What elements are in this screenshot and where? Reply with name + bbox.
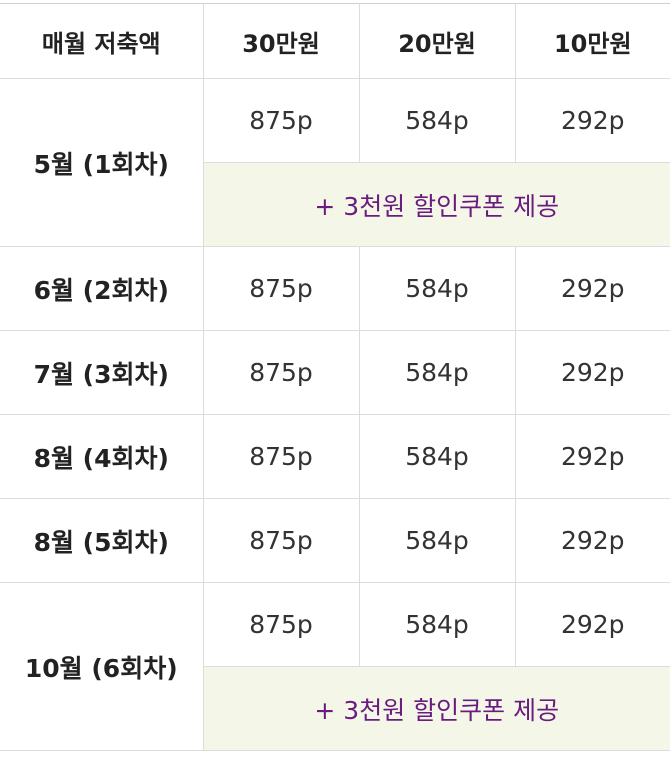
coupon-banner: + 3천원 할인쿠폰 제공 [203, 666, 670, 751]
point-100k: 292p [514, 330, 670, 415]
month-cell: 5월 (1회차) [0, 78, 204, 247]
coupon-row: + 3천원 할인쿠폰 제공 [0, 666, 670, 751]
month-cell: 8월 (5회차) [0, 498, 204, 583]
point-100k: 292p [514, 498, 670, 583]
point-200k: 584p [358, 498, 516, 583]
savings-points-table: 매월 저축액 30만원 20만원 10만원 5월 (1회차) 875p 584p… [0, 3, 670, 751]
point-100k: 292p [514, 246, 670, 331]
point-300k: 875p [202, 78, 360, 163]
month-cell: 8월 (4회차) [0, 414, 204, 499]
table-row: 8월 (5회차) 875p 584p 292p [0, 498, 670, 583]
header-100k: 10만원 [514, 3, 670, 79]
point-300k: 875p [202, 330, 360, 415]
month-cell: 10월 (6회차) [0, 582, 204, 751]
month-cell: 7월 (3회차) [0, 330, 204, 415]
point-100k: 292p [514, 78, 670, 163]
header-monthly-savings: 매월 저축액 [0, 3, 204, 79]
point-100k: 292p [514, 582, 670, 667]
table-row: 10월 (6회차) 875p 584p 292p [0, 582, 670, 751]
point-200k: 584p [358, 246, 516, 331]
coupon-banner: + 3천원 할인쿠폰 제공 [203, 162, 670, 247]
point-300k: 875p [202, 498, 360, 583]
month-cell: 6월 (2회차) [0, 246, 204, 331]
point-100k: 292p [514, 414, 670, 499]
point-200k: 584p [358, 78, 516, 163]
table-row: 5월 (1회차) 875p 584p 292p [0, 78, 670, 247]
header-200k: 20만원 [358, 3, 516, 79]
header-300k: 30만원 [202, 3, 360, 79]
table-header-row: 매월 저축액 30만원 20만원 10만원 [0, 3, 670, 79]
table-row: 7월 (3회차) 875p 584p 292p [0, 330, 670, 415]
point-200k: 584p [358, 582, 516, 667]
table-row: 8월 (4회차) 875p 584p 292p [0, 414, 670, 499]
point-200k: 584p [358, 414, 516, 499]
coupon-row: + 3천원 할인쿠폰 제공 [0, 162, 670, 247]
point-300k: 875p [202, 414, 360, 499]
table-row: 6월 (2회차) 875p 584p 292p [0, 246, 670, 331]
point-200k: 584p [358, 330, 516, 415]
point-300k: 875p [202, 246, 360, 331]
point-300k: 875p [202, 582, 360, 667]
